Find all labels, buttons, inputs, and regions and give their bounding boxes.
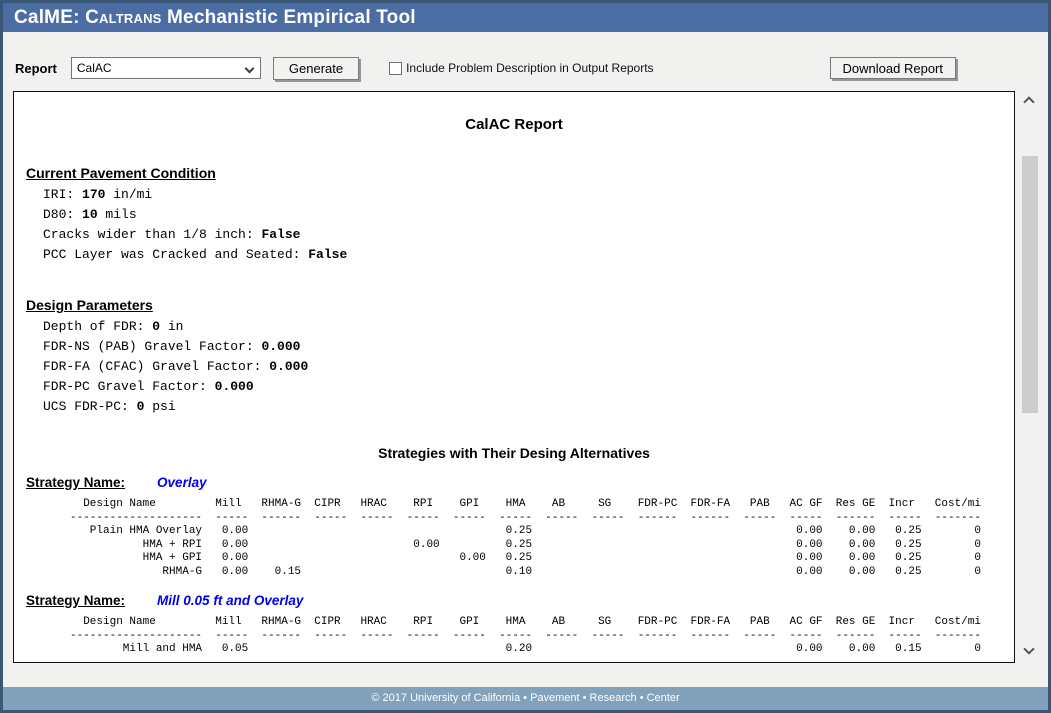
include-description-label: Include Problem Description in Output Re… [406, 61, 654, 75]
report-line: IRI: 170 in/mi [43, 187, 153, 202]
download-report-button[interactable]: Download Report [829, 57, 956, 79]
strategy-name-label: Strategy Name: [26, 593, 126, 608]
strategy-table: Design Name Mill RHMA-G CIPR HRAC RPI GP… [70, 498, 981, 578]
strategy-name: Overlay [157, 475, 207, 490]
report-line: PCC Layer was Cracked and Seated: False [43, 247, 348, 262]
report-line: FDR-NS (PAB) Gravel Factor: 0.000 [43, 339, 301, 354]
strategy-block: Strategy Name: Mill 0.05 ft and Overlay D… [26, 593, 1002, 657]
chevron-down-icon [1023, 643, 1035, 655]
strategy-name-label: Strategy Name: [26, 475, 126, 490]
vertical-scrollbar[interactable] [1019, 93, 1041, 661]
footer: © 2017 University of California • Paveme… [3, 687, 1048, 710]
report-line: FDR-PC Gravel Factor: 0.000 [43, 379, 254, 394]
strategies-list: Strategy Name: Overlay Design Name Mill R… [26, 475, 1002, 657]
strategy-name: Mill 0.05 ft and Overlay [157, 593, 304, 608]
report-title: CalAC Report [465, 116, 563, 133]
report-section: Design Parameters Depth of FDR: 0 in FDR-N… [26, 297, 1002, 417]
strategy-header: Strategy Name: Mill 0.05 ft and Overlay [26, 593, 1002, 608]
chevron-up-icon [1023, 96, 1035, 108]
strategy-table: Design Name Mill RHMA-G CIPR HRAC RPI GP… [70, 616, 981, 655]
report-panel: CalAC Report Current Pavement Condition I… [13, 91, 1015, 663]
scroll-down-button[interactable] [1019, 643, 1041, 659]
report-line: Depth of FDR: 0 in [43, 319, 184, 334]
scroll-up-button[interactable] [1019, 95, 1041, 109]
strategy-header: Strategy Name: Overlay [26, 475, 1002, 490]
toolbar: Report CalAC Generate Include Problem De… [15, 55, 1036, 81]
scrollbar-thumb[interactable] [1022, 156, 1038, 413]
strategy-block: Strategy Name: Overlay Design Name Mill R… [26, 475, 1002, 579]
section-heading: Design Parameters [26, 297, 153, 313]
report-sections: Current Pavement Condition IRI: 170 in/mi… [26, 165, 1002, 417]
report-section: Current Pavement Condition IRI: 170 in/mi… [26, 165, 1002, 265]
report-line: D80: 10 mils [43, 207, 137, 222]
title-bar: CalME: Caltrans Mechanistic Empirical To… [3, 3, 1048, 32]
chevron-down-icon [244, 63, 255, 74]
include-description-checkbox[interactable] [389, 61, 403, 75]
generate-button[interactable]: Generate [272, 56, 360, 80]
footer-text: © 2017 University of California • Paveme… [371, 692, 680, 704]
strategies-heading: Strategies with Their Desing Alternative… [378, 445, 650, 461]
report-line: FDR-FA (CFAC) Gravel Factor: 0.000 [43, 359, 309, 374]
report-select[interactable]: CalAC [70, 57, 261, 79]
report-select-value: CalAC [76, 61, 112, 75]
report-line: UCS FDR-PC: 0 psi [43, 399, 176, 414]
app-title: CalME: Caltrans Mechanistic Empirical To… [14, 7, 416, 28]
section-heading: Current Pavement Condition [26, 165, 216, 181]
include-description-option: Include Problem Description in Output Re… [389, 61, 654, 75]
report-label: Report [15, 60, 57, 76]
report-line: Cracks wider than 1/8 inch: False [43, 227, 301, 242]
